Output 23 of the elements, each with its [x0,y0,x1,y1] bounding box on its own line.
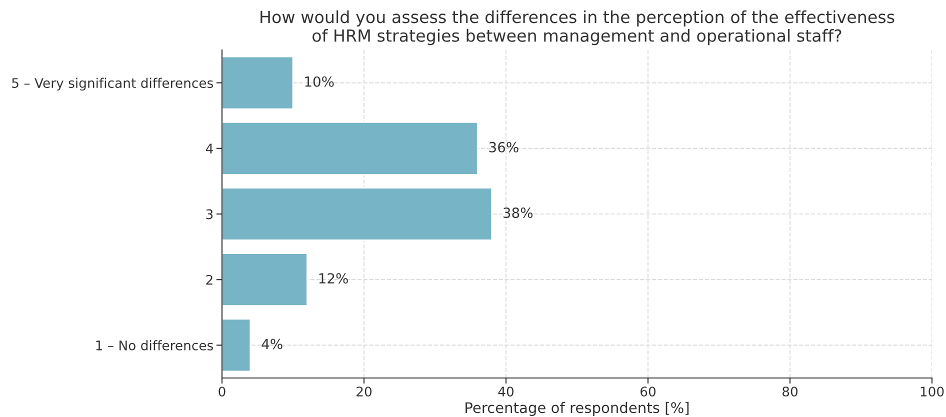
y-tick-label: 2 [206,274,212,285]
x-tick-label: 40 [498,386,514,397]
bar [222,187,492,241]
chart-title: How would you assess the differences in the perception of the effectiveness of HRM strategies between management and operational staff? [260,10,894,46]
x-tick-label: 60 [640,386,656,397]
y-tick-label: 1 – No differences [96,340,214,350]
bar [222,56,294,110]
data-label: 10% [305,76,334,87]
bar [222,318,252,372]
y-tick-label: 5 – Very significant differences [12,78,214,91]
bar [222,121,478,176]
data-label: 38% [504,208,533,218]
x-tick-label: 0 [218,386,226,397]
y-tick-label: 4 [206,144,213,154]
data-label: 36% [489,142,518,152]
x-axis-title: Percentage of respondents [%] [466,402,689,416]
x-tick-label: 80 [782,386,798,397]
bar [222,252,308,307]
x-tick-label: 20 [356,386,372,397]
data-label: 4% [262,338,282,350]
data-label: 12% [319,273,348,284]
x-tick-label: 100 [920,386,944,397]
y-tick-label: 3 [206,209,213,220]
